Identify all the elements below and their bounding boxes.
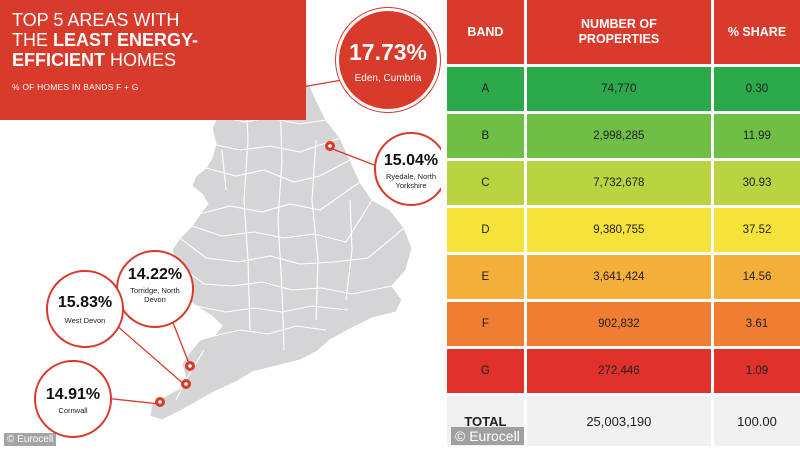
share-cell: 0.30 <box>711 64 800 113</box>
bubble-name: Eden, Cumbria <box>354 73 422 84</box>
share-cell: 14.56 <box>711 252 800 301</box>
bubble-eden: 17.73% Eden, Cumbria <box>336 8 440 112</box>
table-row: E 3,641,424 14.56 <box>447 252 800 301</box>
table-row: G 272,446 1.09 <box>447 346 800 395</box>
total-count: 25,003,190 <box>523 393 713 446</box>
title-line-3-bold: EFFICIENT <box>12 50 105 70</box>
band-cell: C <box>447 158 526 207</box>
total-share: 100.00 <box>711 393 800 446</box>
subtitle: % OF HOMES IN BANDS F + G <box>12 82 139 92</box>
share-cell: 30.93 <box>711 158 800 207</box>
bubble-name: West Devon <box>64 316 106 325</box>
band-cell: G <box>447 346 526 395</box>
table-row: B 2,998,285 11.99 <box>447 111 800 160</box>
count-cell: 272,446 <box>523 346 713 395</box>
panel-divider <box>441 0 447 450</box>
bubble-pct: 14.22% <box>127 266 183 283</box>
band-cell: B <box>447 111 526 160</box>
bubble-name: Ryedale, North Yorkshire <box>385 172 437 190</box>
bubble-pct: 17.73% <box>348 39 427 65</box>
header-band: BAND <box>447 0 526 66</box>
table-row: C 7,732,678 30.93 <box>447 158 800 207</box>
bubble-name: Cornwall <box>58 406 88 415</box>
title-line-3-text: HOMES <box>105 50 177 70</box>
table-row: F 902,832 3.61 <box>447 299 800 348</box>
infographic-panel: TOP 5 AREAS WITH THE LEAST ENERGY- EFFIC… <box>0 0 441 446</box>
count-cell: 902,832 <box>523 299 713 348</box>
share-cell: 3.61 <box>711 299 800 348</box>
bubble-torridge: 14.22% Torridge, North Devon <box>116 250 194 328</box>
band-cell: D <box>447 205 526 254</box>
count-cell: 2,998,285 <box>523 111 713 160</box>
bubble-name: Torridge, North Devon <box>130 286 180 304</box>
bubble-pct: 15.04% <box>383 152 439 169</box>
bubble-west-devon: 15.83% West Devon <box>46 270 124 348</box>
share-cell: 1.09 <box>711 346 800 395</box>
epc-band-table: BAND NUMBER OF PROPERTIES % SHARE A 74,7… <box>447 0 800 446</box>
count-cell: 3,641,424 <box>523 252 713 301</box>
band-cell: A <box>447 64 526 113</box>
title-line-2-bold: LEAST ENERGY- <box>53 30 199 50</box>
share-cell: 37.52 <box>711 205 800 254</box>
title-line-2: THE LEAST ENERGY- <box>12 30 198 50</box>
table-header: BAND NUMBER OF PROPERTIES % SHARE <box>447 0 800 66</box>
bubble-pct: 15.83% <box>57 294 113 311</box>
england-map <box>103 13 413 421</box>
count-cell: 74,770 <box>523 64 713 113</box>
band-table-panel: BAND NUMBER OF PROPERTIES % SHARE A 74,7… <box>447 0 800 450</box>
map-boundaries <box>175 59 405 401</box>
header-share: % SHARE <box>711 0 800 66</box>
header-count: NUMBER OF PROPERTIES <box>523 0 713 66</box>
band-cell: E <box>447 252 526 301</box>
count-cell: 9,380,755 <box>523 205 713 254</box>
bubble-cornwall: 14.91% Cornwall <box>34 360 112 438</box>
title-line-2-text: THE <box>12 30 54 50</box>
bubble-pct: 14.91% <box>45 386 101 403</box>
credit-right: © Eurocell <box>451 427 524 445</box>
bubble-ryedale: 15.04% Ryedale, North Yorkshire <box>374 132 441 206</box>
band-cell: F <box>447 299 526 348</box>
table-row: D 9,380,755 37.52 <box>447 205 800 254</box>
title-line-3: EFFICIENT HOMES <box>12 50 176 70</box>
share-cell: 11.99 <box>711 111 800 160</box>
title-box: TOP 5 AREAS WITH THE LEAST ENERGY- EFFIC… <box>0 0 306 120</box>
table-row: A 74,770 0.30 <box>447 64 800 113</box>
count-cell: 7,732,678 <box>523 158 713 207</box>
title-line-1: TOP 5 AREAS WITH <box>12 10 180 30</box>
credit-left: © Eurocell <box>4 433 57 446</box>
